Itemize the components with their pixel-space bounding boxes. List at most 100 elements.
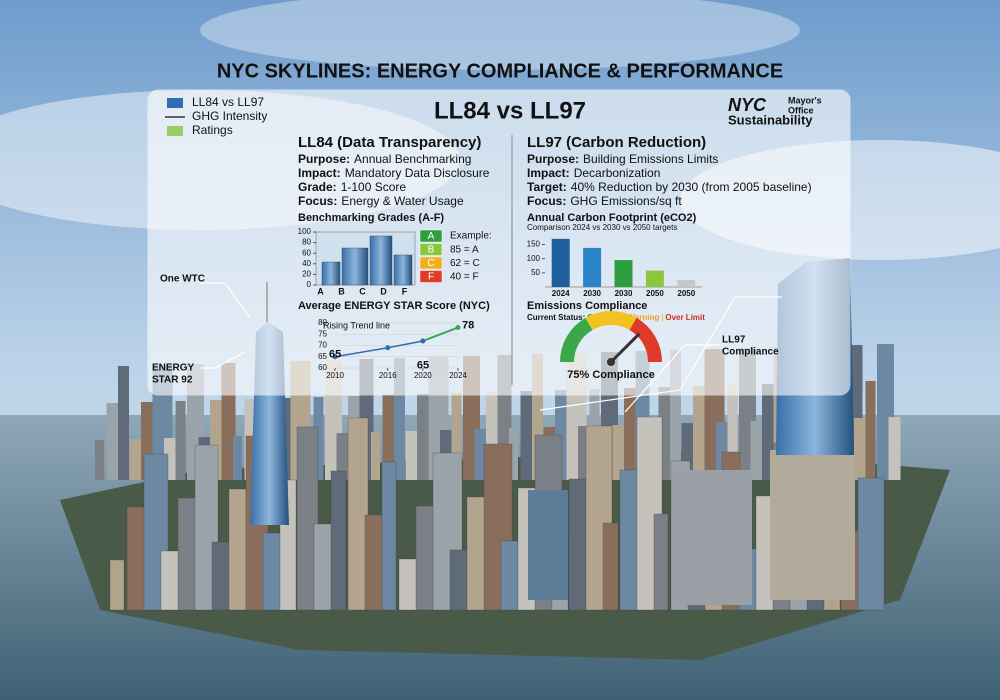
gauge-hub [607,358,615,366]
fact-label: Impact: [527,166,570,180]
legend-swatch [167,98,183,108]
grade-box [419,270,443,283]
grade-box [419,243,443,256]
fact: Purpose: Building Emissions Limits [527,152,718,166]
building [770,450,855,600]
fact: Focus: GHG Emissions/sq ft [527,194,682,208]
building [750,421,763,480]
status-label: Current Status: [527,313,585,322]
annotation: Rising Trend line [323,320,390,330]
fact-text: Energy & Water Usage [341,194,464,208]
y-tick-label: 60 [318,363,327,372]
building [670,350,681,480]
building [451,393,462,480]
building [126,506,147,611]
fact-text: 40% Reduction by 2030 (from 2005 baselin… [571,180,812,194]
fact-label: Grade: [298,180,337,194]
building [228,488,247,611]
cloud [200,0,800,70]
building [330,470,347,611]
fact: Impact: Mandatory Data Disclosure [298,166,490,180]
building [602,522,619,611]
building-illustration [369,235,393,286]
point [455,325,461,330]
building [500,540,519,611]
building [672,470,752,605]
fact: Focus: Energy & Water Usage [298,194,464,208]
x-tick-label: 2020 [414,371,432,380]
building [417,394,430,480]
fact-label: Focus: [527,194,566,208]
y-tick-label: 80 [302,238,311,247]
point [332,354,338,360]
fact-text: 1-100 Score [341,180,407,194]
fact-text: GHG Emissions/sq ft [570,194,682,208]
y-tick-label: 75 [318,329,327,338]
fact-label: Focus: [298,194,337,208]
status-separator: | [661,313,663,322]
x-tick-label: 2010 [326,371,344,380]
example-title: Example: [450,231,492,242]
fact-label: Target: [527,180,567,194]
x-tick-label: D [380,286,387,296]
fact: Target: 40% Reduction by 2030 (from 2005 … [527,180,812,194]
x-tick-label: 2030 [583,289,601,298]
building [888,417,901,480]
fact: Impact: Decarbonization [527,166,660,180]
building [474,429,487,480]
example: 62 = C [450,258,480,269]
grade-letter: B [428,245,435,256]
bar [614,260,633,287]
y-tick-label: 100 [298,227,312,236]
y-tick-label: 150 [527,240,541,249]
grade-letter: F [428,272,434,283]
building [118,366,129,480]
fact-label: Impact: [298,166,341,180]
x-tick-label: 2024 [552,289,570,298]
x-tick-label: 2030 [615,289,633,298]
x-tick-label: 2016 [379,371,397,380]
chart-title: Average ENERGY STAR Score (NYC) [298,300,490,312]
building [296,426,319,611]
gauge-arc [585,311,637,331]
building [612,425,625,480]
y-tick-label: 50 [531,268,540,277]
building [95,440,104,480]
building [313,397,324,480]
grade-box [419,256,443,270]
building [398,558,419,611]
legend-label: LL84 vs LL97 [192,95,264,109]
building [394,358,405,480]
logo-mark: NYC [728,95,767,115]
y-tick-label: 60 [302,248,311,257]
building-illustration [321,261,341,286]
chart-title: Benchmarking Grades (A-F) [298,212,444,224]
callout: STAR 92 [152,375,193,386]
info-panel [147,89,851,396]
building [449,549,469,611]
building [653,513,669,611]
data-label: 78 [462,319,474,331]
logo-line: Mayor's [788,95,822,105]
fact-text: Mandatory Data Disclosure [345,166,490,180]
gauge-needle [609,332,641,364]
building [509,428,518,480]
chart-subtitle: Comparison 2024 vs 2030 vs 2050 targets [527,223,677,232]
x-tick-label: 2024 [449,371,467,380]
section-heading: LL84 (Data Transparency) [298,134,481,151]
building-illustration [393,254,413,286]
x-tick-label: 2050 [677,289,695,298]
fact-text: Decarbonization [574,166,661,180]
trend-highlight [422,326,459,342]
y-tick-label: 70 [318,341,327,350]
building [336,433,349,480]
legend-label: Ratings [192,123,233,137]
data-label: 65 [417,360,429,372]
building [233,436,242,480]
point [385,345,391,351]
logo-line: Office [788,105,814,115]
status-item: Over Limit [665,313,705,322]
fact-text: Annual Benchmarking [354,152,471,166]
